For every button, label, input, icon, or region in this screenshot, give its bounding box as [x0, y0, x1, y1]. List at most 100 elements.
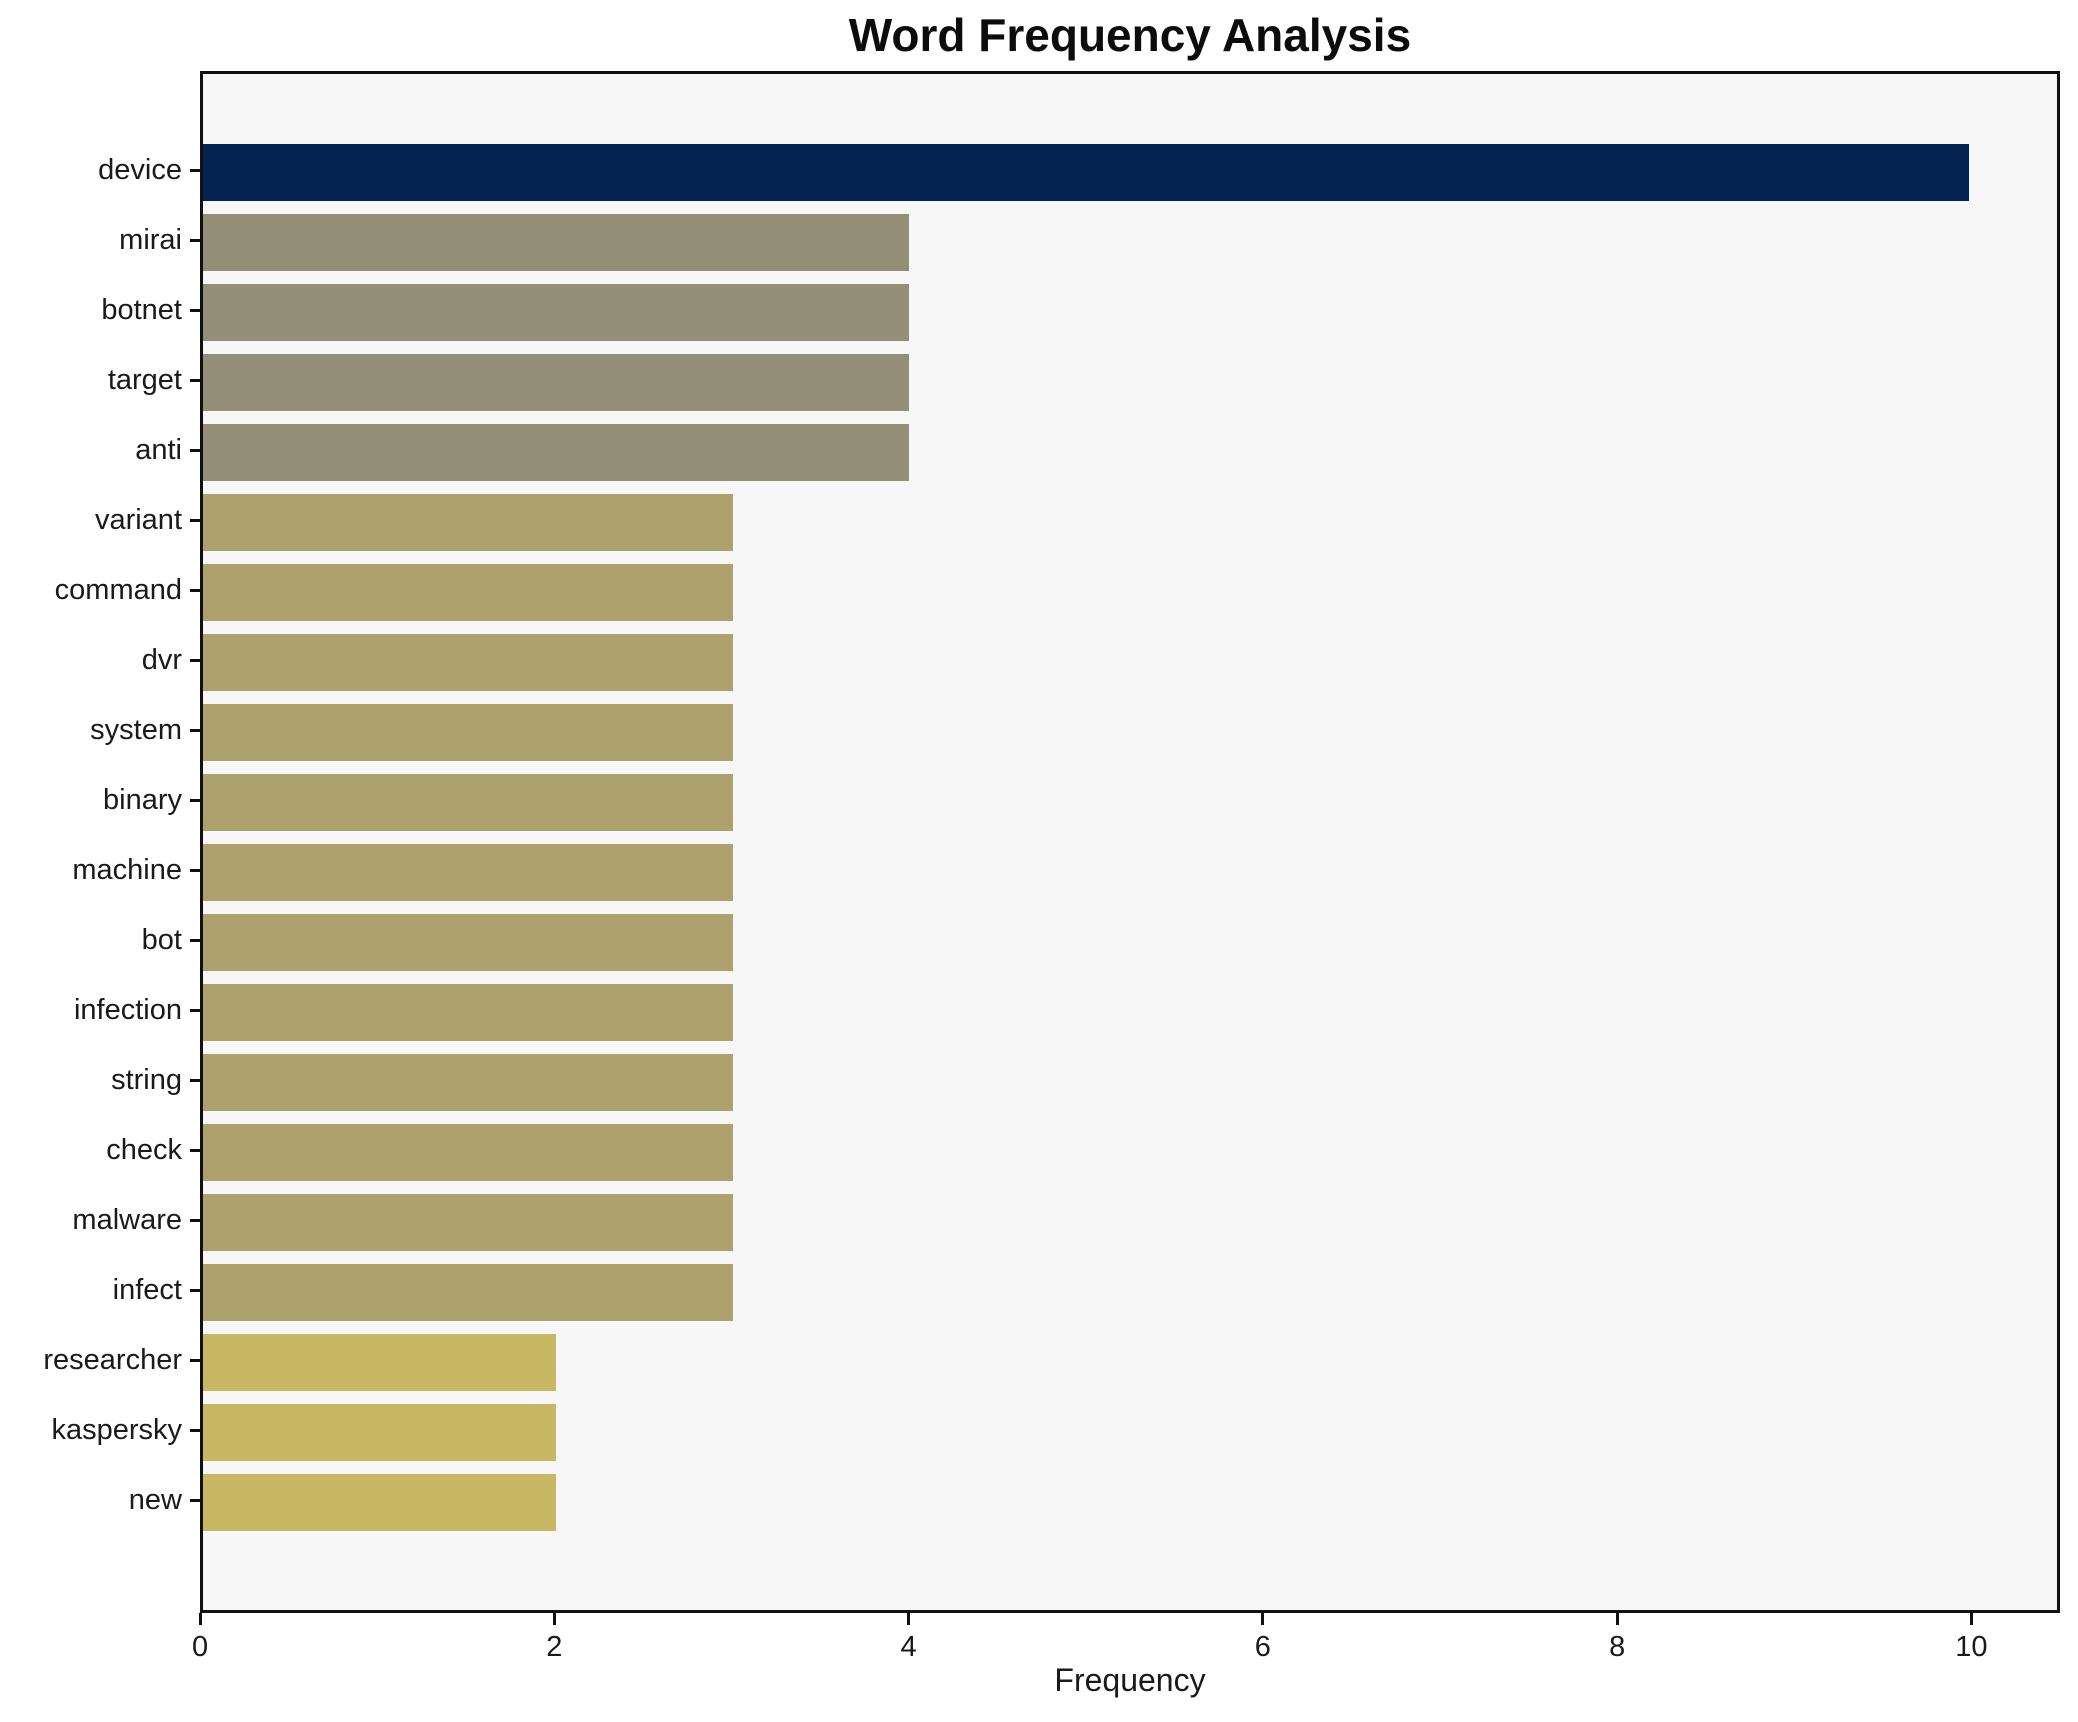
- x-tick-mark: [552, 1613, 556, 1625]
- bar-row: [203, 1118, 2057, 1188]
- y-axis-label-row: variant: [0, 485, 200, 555]
- y-axis-label-botnet: botnet: [101, 293, 182, 326]
- y-axis-label-row: kaspersky: [0, 1395, 200, 1465]
- bar-row: [203, 1398, 2057, 1468]
- y-axis-label-string: string: [111, 1063, 182, 1096]
- bar-bot: [203, 914, 733, 971]
- y-tick-mark: [190, 448, 200, 452]
- y-axis-label-row: researcher: [0, 1325, 200, 1395]
- bar-binary: [203, 774, 733, 831]
- x-tick-label: 8: [1609, 1631, 1626, 1663]
- y-axis-label-machine: machine: [72, 853, 182, 886]
- y-axis-label-new: new: [128, 1483, 182, 1516]
- bar-infect: [203, 1264, 733, 1321]
- bar-malware: [203, 1194, 733, 1251]
- y-tick-mark: [190, 588, 200, 592]
- bar-row: [203, 908, 2057, 978]
- y-axis-label-row: target: [0, 345, 200, 415]
- y-axis-label-row: malware: [0, 1185, 200, 1255]
- y-axis-label-row: binary: [0, 765, 200, 835]
- y-axis-label-device: device: [98, 153, 182, 186]
- y-axis-label-row: dvr: [0, 625, 200, 695]
- y-axis-label-row: device: [0, 135, 200, 205]
- bars-container: [203, 138, 2057, 1538]
- y-axis-label-variant: variant: [94, 503, 182, 536]
- y-tick-mark: [190, 1288, 200, 1292]
- bar-botnet: [203, 284, 910, 341]
- y-tick-mark: [190, 378, 200, 382]
- y-axis-label-row: botnet: [0, 275, 200, 345]
- y-axis-label-row: string: [0, 1045, 200, 1115]
- bar-kaspersky: [203, 1404, 557, 1461]
- y-axis-label-row: command: [0, 555, 200, 625]
- y-tick-mark: [190, 1358, 200, 1362]
- bar-row: [203, 488, 2057, 558]
- x-axis-ticks: 0 2 4 6 8 10: [192, 1613, 2060, 1673]
- chart-title: Word Frequency Analysis: [848, 9, 1412, 61]
- bar-system: [203, 704, 733, 761]
- bar-row: [203, 348, 2057, 418]
- x-tick-mark: [907, 1613, 911, 1625]
- y-axis-label-row: infect: [0, 1255, 200, 1325]
- y-axis-label-dvr: dvr: [141, 643, 182, 676]
- bar-row: [203, 838, 2057, 908]
- x-tick-mark: [1261, 1613, 1265, 1625]
- bar-dvr: [203, 634, 733, 691]
- bar-target: [203, 354, 910, 411]
- bar-row: [203, 278, 2057, 348]
- y-tick-mark: [190, 1218, 200, 1222]
- bar-row: [203, 1328, 2057, 1398]
- x-tick-label: 10: [1955, 1631, 1988, 1663]
- y-axis-label-row: anti: [0, 415, 200, 485]
- y-tick-mark: [190, 728, 200, 732]
- x-tick-label: 6: [1254, 1631, 1271, 1663]
- bar-anti: [203, 424, 910, 481]
- bar-device: [203, 144, 1969, 201]
- bar-researcher: [203, 1334, 557, 1391]
- x-tick-mark: [198, 1613, 202, 1625]
- y-tick-mark: [190, 1428, 200, 1432]
- y-axis-label-row: mirai: [0, 205, 200, 275]
- bar-row: [203, 1048, 2057, 1118]
- bar-row: [203, 138, 2057, 208]
- y-axis-label-row: new: [0, 1465, 200, 1535]
- y-tick-mark: [190, 168, 200, 172]
- y-axis-label-malware: malware: [72, 1203, 182, 1236]
- x-tick-mark: [1969, 1613, 1973, 1625]
- y-axis-label-infect: infect: [112, 1273, 182, 1306]
- bar-command: [203, 564, 733, 621]
- y-tick-mark: [190, 518, 200, 522]
- x-tick-label: 0: [191, 1631, 209, 1663]
- bar-variant: [203, 494, 733, 551]
- y-axis-label-system: system: [90, 713, 182, 746]
- y-axis-label-row: bot: [0, 905, 200, 975]
- y-axis-label-kaspersky: kaspersky: [51, 1413, 182, 1446]
- y-tick-mark: [190, 658, 200, 662]
- bar-row: [203, 978, 2057, 1048]
- bar-new: [203, 1474, 557, 1531]
- bar-row: [203, 768, 2057, 838]
- y-tick-mark: [190, 1498, 200, 1502]
- y-axis-labels: device mirai botnet target anti variant comman…: [0, 135, 200, 1535]
- x-tick-mark: [1615, 1613, 1619, 1625]
- y-axis-label-row: machine: [0, 835, 200, 905]
- y-tick-mark: [190, 1078, 200, 1082]
- y-axis-label-row: infection: [0, 975, 200, 1045]
- bar-check: [203, 1124, 733, 1181]
- bar-row: [203, 418, 2057, 488]
- bar-row: [203, 698, 2057, 768]
- y-axis-label-row: check: [0, 1115, 200, 1185]
- y-axis-label-row: system: [0, 695, 200, 765]
- bar-row: [203, 1258, 2057, 1328]
- y-axis-label-target: target: [107, 363, 182, 396]
- x-tick-label: 4: [900, 1631, 917, 1663]
- y-axis-label-researcher: researcher: [43, 1343, 182, 1376]
- bar-machine: [203, 844, 733, 901]
- y-tick-mark: [190, 938, 200, 942]
- y-tick-mark: [190, 1148, 200, 1152]
- y-tick-mark: [190, 868, 200, 872]
- bar-row: [203, 628, 2057, 698]
- bar-mirai: [203, 214, 910, 271]
- y-tick-mark: [190, 798, 200, 802]
